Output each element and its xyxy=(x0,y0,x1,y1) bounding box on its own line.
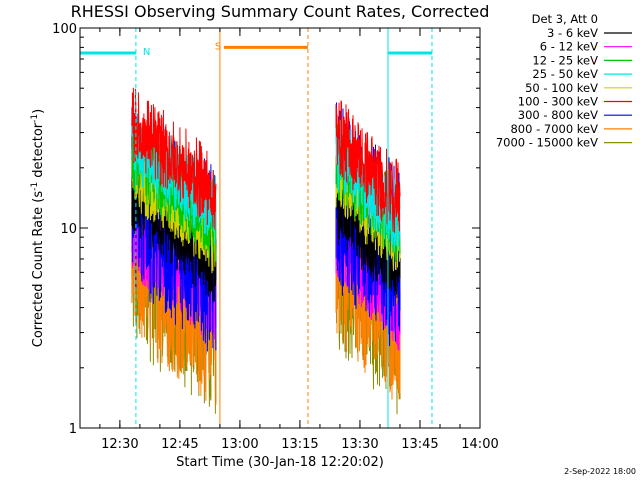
legend-label-7: 300 - 800 keV xyxy=(518,108,598,122)
series-line-5-seg-1 xyxy=(131,135,217,274)
chart-title: RHESSI Observing Summary Count Rates, Co… xyxy=(71,2,490,21)
legend-header: Det 3, Att 0 xyxy=(532,12,598,26)
y-tick-label-1: 1 xyxy=(69,422,77,437)
y-axis-label: Corrected Count Rate (s-1 detector-1) xyxy=(30,109,46,347)
y-tick-label-2: 10 xyxy=(60,222,77,237)
series-line-6-seg-1 xyxy=(131,87,217,230)
y-tick-label-3: 100 xyxy=(52,22,77,37)
footer-date: 2-Sep-2022 18:00 xyxy=(564,467,636,476)
legend-label-6: 100 - 300 keV xyxy=(518,95,598,109)
legend-label-2: 6 - 12 keV xyxy=(540,40,598,54)
x-tick-label-6: 13:45 xyxy=(401,437,438,452)
legend-label-3: 12 - 25 keV xyxy=(532,53,598,67)
x-tick-label-1: 12:30 xyxy=(101,437,138,452)
legend-label-1: 3 - 6 keV xyxy=(547,26,598,40)
legend-label-9: 7000 - 15000 keV xyxy=(496,136,598,150)
x-tick-label-3: 13:00 xyxy=(221,437,258,452)
x-axis-label: Start Time (30-Jan-18 12:20:02) xyxy=(176,455,384,470)
x-tick-label-2: 12:45 xyxy=(161,437,198,452)
x-tick-label-4: 13:15 xyxy=(281,437,318,452)
legend-label-8: 800 - 7000 keV xyxy=(510,122,598,136)
axis-ticks: 12:30 12:45 13:00 13:15 13:30 13:45 14:00 1 10 10… xyxy=(52,22,499,452)
flag-label-n: N xyxy=(143,47,150,58)
x-tick-label-5: 13:30 xyxy=(341,437,378,452)
flag-label-s: S xyxy=(215,41,221,52)
legend-label-4: 25 - 50 keV xyxy=(532,67,598,81)
series-line-6-seg-2 xyxy=(335,100,401,233)
legend-label-5: 50 - 100 keV xyxy=(525,81,598,95)
x-tick-label-7: 14:00 xyxy=(461,437,498,452)
